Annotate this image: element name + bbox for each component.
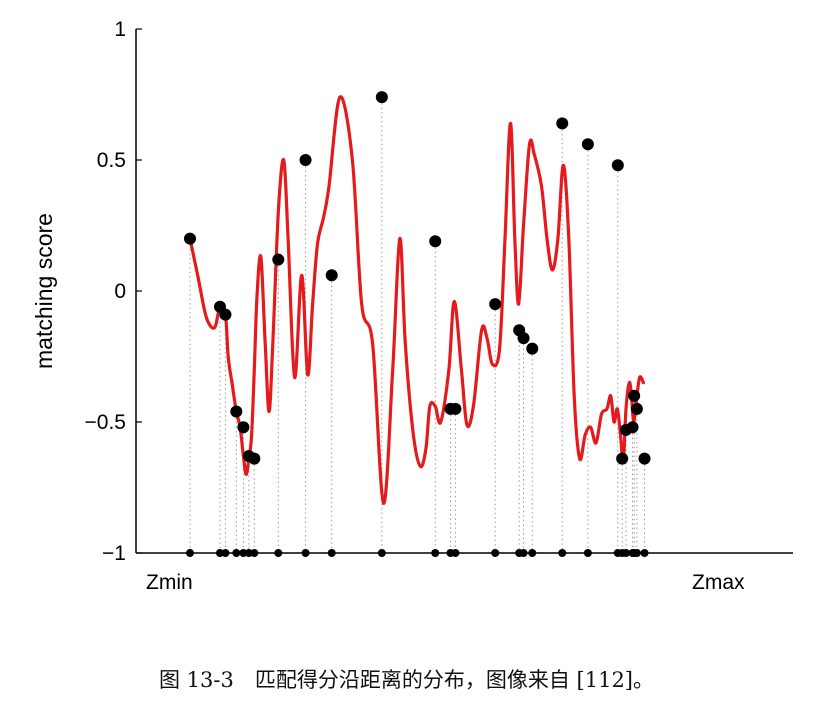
peak-marker bbox=[299, 154, 312, 166]
peak-marker bbox=[325, 269, 338, 282]
peak-projection-dot bbox=[327, 549, 336, 557]
peak-marker bbox=[230, 405, 243, 418]
peak-guide-lines bbox=[189, 103, 646, 553]
y-tick-label: 0.5 bbox=[97, 149, 126, 172]
peak-marker bbox=[611, 159, 624, 172]
peak-marker bbox=[489, 298, 502, 311]
peak-projection-dot bbox=[519, 549, 528, 557]
peak-projection-dot bbox=[301, 549, 310, 557]
score-curve bbox=[188, 95, 645, 505]
peak-marker bbox=[517, 332, 530, 345]
peak-projection-dot bbox=[186, 549, 194, 557]
peak-projection-dot bbox=[451, 549, 460, 557]
peak-projections bbox=[186, 549, 649, 557]
peak-projection-dot bbox=[232, 549, 241, 557]
peak-projection-dot bbox=[558, 549, 567, 557]
peak-marker bbox=[237, 421, 250, 434]
peak-marker bbox=[248, 452, 261, 465]
y-tick-label: −0.5 bbox=[85, 411, 126, 434]
peak-markers bbox=[184, 91, 651, 465]
peak-projection-dot bbox=[640, 549, 649, 557]
x-max-label: Zmax bbox=[692, 571, 745, 594]
peak-marker bbox=[375, 91, 388, 104]
peak-marker bbox=[429, 235, 442, 248]
peak-projection-dot bbox=[221, 549, 230, 557]
peak-projection-dot bbox=[632, 549, 641, 557]
peak-projection-dot bbox=[622, 549, 630, 557]
peak-marker bbox=[219, 308, 232, 321]
peak-marker bbox=[626, 421, 639, 434]
x-min-label: Zmin bbox=[146, 571, 193, 594]
y-ticks: 1 0.5 0 −0.5 −1 bbox=[85, 18, 142, 565]
peak-marker bbox=[581, 138, 594, 151]
peak-projection-dot bbox=[491, 549, 500, 557]
peak-projection-dot bbox=[274, 549, 283, 557]
peak-projection-dot bbox=[583, 549, 592, 557]
peak-marker bbox=[526, 342, 539, 355]
peak-marker bbox=[630, 402, 643, 415]
y-tick-label: 0 bbox=[114, 280, 126, 303]
peak-projection-dot bbox=[528, 549, 537, 557]
peak-marker bbox=[184, 232, 196, 245]
peak-marker bbox=[449, 402, 462, 415]
y-axis-label: matching score bbox=[31, 213, 57, 369]
peak-projection-dot bbox=[377, 549, 386, 557]
peak-marker bbox=[556, 117, 569, 130]
peak-marker bbox=[628, 389, 641, 402]
peak-marker bbox=[616, 452, 629, 465]
y-tick-label: −1 bbox=[102, 542, 126, 565]
y-tick-label: 1 bbox=[114, 18, 126, 41]
peak-projection-dot bbox=[250, 549, 259, 557]
peak-projection-dot bbox=[431, 549, 440, 557]
peak-marker bbox=[638, 452, 651, 465]
figure-caption: 图 13-3 匹配得分沿距离的分布，图像来自 [112]。 bbox=[159, 668, 654, 692]
peak-marker bbox=[272, 253, 285, 266]
